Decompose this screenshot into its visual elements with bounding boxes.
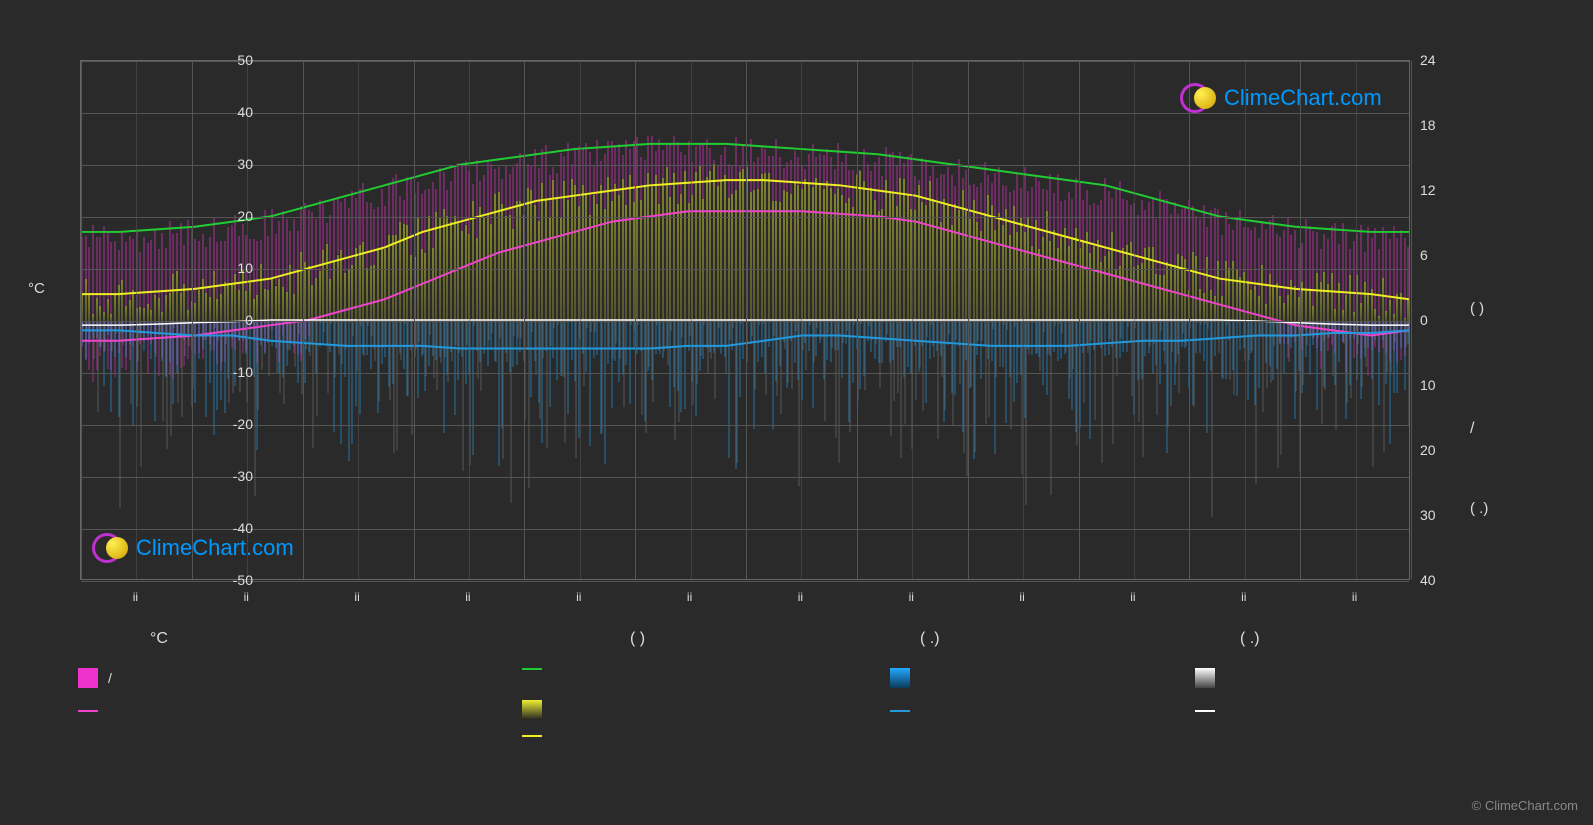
legend-swatch [1195,710,1215,712]
legend-swatch [522,700,542,720]
y-axis-left-title: °C [28,280,45,297]
copyright-text: © ClimeChart.com [1472,798,1578,813]
legend-item [522,735,552,737]
y-axis-right-paren-bottom: ( .) [1470,500,1488,517]
legend-item [890,710,920,712]
y-axis-right-title: / [1470,420,1474,438]
watermark-text: ClimeChart.com [136,535,294,561]
legend-swatch [522,668,542,670]
legend-swatch [522,735,542,737]
logo-icon [1180,80,1216,116]
legend-item [1195,710,1225,712]
legend-label: / [108,670,112,686]
legend-swatch [890,710,910,712]
y-axis-right-paren-top: ( ) [1470,300,1484,317]
climate-chart [80,60,1410,580]
legend-swatch [1195,668,1215,688]
legend-header-temp: °C [150,630,168,648]
legend-item [522,700,552,720]
legend-item [890,668,920,688]
plot-area [80,60,1410,580]
legend-swatch [78,710,98,712]
legend-swatch [78,668,98,688]
legend-item [78,710,108,712]
watermark-text: ClimeChart.com [1224,85,1382,111]
legend-header-2: ( ) [630,630,645,648]
legend-item [1195,668,1225,688]
legend-item [522,668,552,670]
logo-icon [92,530,128,566]
watermark-top: ClimeChart.com [1180,80,1382,116]
legend-swatch [890,668,910,688]
watermark-bottom: ClimeChart.com [92,530,294,566]
legend-item: / [78,668,112,688]
legend-header-4: ( .) [1240,630,1260,648]
daily-bars-layer [81,61,1409,579]
legend-header-3: ( .) [920,630,940,648]
